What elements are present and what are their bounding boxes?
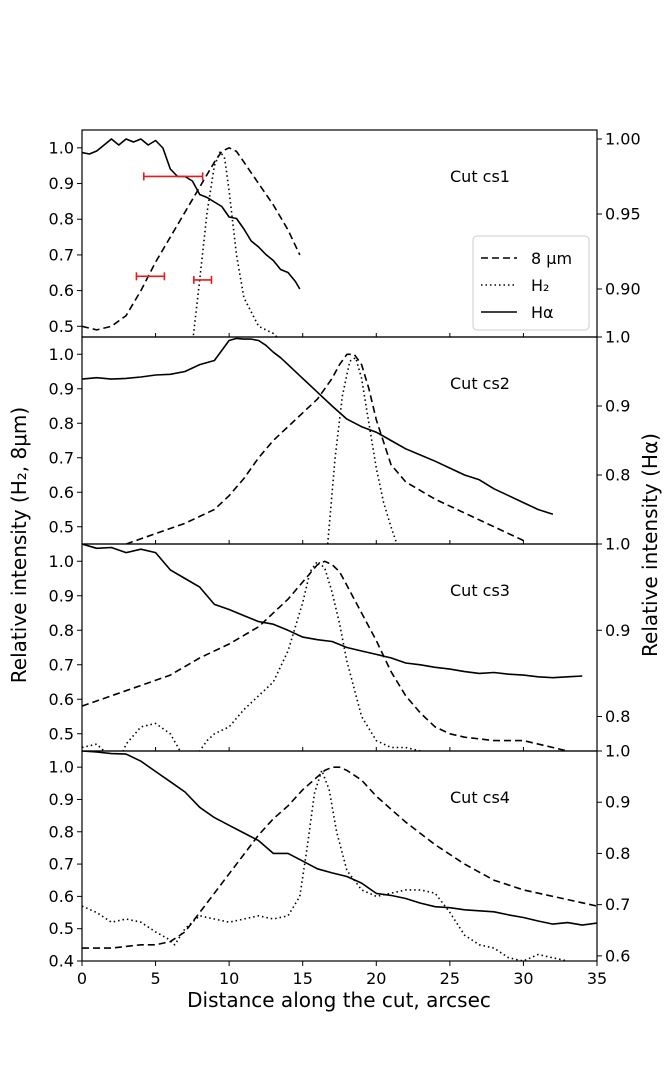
left-tick-label: 0.5 xyxy=(49,317,74,336)
left-tick-label: 0.9 xyxy=(49,586,74,605)
left-tick-label: 0.4 xyxy=(49,952,74,971)
left-tick-label: 0.5 xyxy=(49,919,74,938)
series-line-solid xyxy=(82,544,583,679)
left-tick-label: 1.0 xyxy=(49,345,74,364)
errorbar-3 xyxy=(193,275,213,284)
left-tick-label: 0.9 xyxy=(49,790,74,809)
right-tick-label: 0.9 xyxy=(605,397,630,416)
series-line-dashed xyxy=(82,560,572,751)
panel-label: Cut cs4 xyxy=(450,788,510,807)
panel-3: 0.5 0.6 0.7 0.8 0.9 1.0 0.8 0.9 1.0 Cut cs3 xyxy=(49,535,630,752)
panel-series-group xyxy=(82,544,583,751)
x-tick-label: 5 xyxy=(150,969,160,988)
x-tick-label: 30 xyxy=(513,969,533,988)
x-tick-label: 15 xyxy=(293,969,313,988)
panel-label: Cut cs2 xyxy=(450,374,510,393)
left-tick-label: 0.5 xyxy=(49,517,74,536)
left-tick-label: 1.0 xyxy=(49,758,74,777)
right-tick-label: 0.8 xyxy=(605,466,630,485)
panel-label: Cut cs3 xyxy=(450,581,510,600)
left-tick-label: 0.6 xyxy=(49,887,74,906)
legend-label: H₂ xyxy=(531,276,549,295)
series-line-solid xyxy=(82,138,301,290)
series-line-solid xyxy=(82,337,554,516)
x-axis-label: Distance along the cut, arcsec xyxy=(187,988,491,1012)
x-tick-label: 20 xyxy=(366,969,386,988)
left-tick-label: 0.6 xyxy=(49,483,74,502)
left-tick-label: 0.6 xyxy=(49,690,74,709)
left-tick-label: 0.8 xyxy=(49,822,74,841)
x-tick-label: 0 xyxy=(77,969,87,988)
left-tick-label: 0.7 xyxy=(49,245,74,264)
left-tick-label: 0.9 xyxy=(49,174,74,193)
right-tick-label: 0.9 xyxy=(605,621,630,640)
left-tick-label: 1.0 xyxy=(49,552,74,571)
right-tick-label: 0.9 xyxy=(605,793,630,812)
panel-series-group xyxy=(82,751,597,961)
left-y-axis-label: Relative intensity (H₂, 8μm) xyxy=(7,407,31,683)
panel-series-group xyxy=(82,337,554,544)
right-tick-label: 1.0 xyxy=(605,742,630,761)
legend-frame xyxy=(472,235,590,331)
right-y-axis-label: Relative intensity (Hα) xyxy=(638,433,662,657)
panel-series-group xyxy=(82,138,301,337)
right-tick-label: 1.0 xyxy=(605,328,630,347)
right-tick-label: 1.0 xyxy=(605,535,630,554)
left-tick-label: 1.0 xyxy=(49,138,74,157)
series-line-solid xyxy=(82,751,597,926)
left-tick-label: 0.6 xyxy=(49,281,74,300)
panel-frame xyxy=(81,336,598,545)
panel-2: 0.5 0.6 0.7 0.8 0.9 1.0 0.8 0.9 1.0 Cut cs2 xyxy=(49,328,630,545)
right-tick-label: 0.7 xyxy=(605,895,630,914)
series-line-dotted xyxy=(82,560,421,751)
series-line-dashed xyxy=(125,353,524,544)
left-tick-label: 0.9 xyxy=(49,379,74,398)
series-line-dotted xyxy=(192,150,279,337)
series-line-dashed xyxy=(82,147,301,331)
right-tick-label: 0.90 xyxy=(605,280,641,299)
left-tick-label: 0.5 xyxy=(49,724,74,743)
left-tick-label: 0.8 xyxy=(49,414,74,433)
right-tick-label: 0.95 xyxy=(605,205,641,224)
right-tick-label: 0.8 xyxy=(605,707,630,726)
errorbar-1 xyxy=(143,172,204,181)
left-tick-label: 0.7 xyxy=(49,655,74,674)
right-tick-label: 0.8 xyxy=(605,844,630,863)
x-tick-label: 25 xyxy=(440,969,460,988)
panel-frame xyxy=(81,750,598,962)
legend-label: 8 μm xyxy=(531,249,572,268)
x-tick-label: 10 xyxy=(219,969,239,988)
left-tick-label: 0.8 xyxy=(49,621,74,640)
x-tick-label: 35 xyxy=(587,969,607,988)
right-tick-label: 0.6 xyxy=(605,946,630,965)
left-tick-label: 0.8 xyxy=(49,210,74,229)
panel-label: Cut cs1 xyxy=(450,167,510,186)
right-tick-label: 1.00 xyxy=(605,130,641,149)
left-tick-label: 0.7 xyxy=(49,855,74,874)
series-line-dotted xyxy=(326,356,398,544)
legend: 8 μm H₂ Hα xyxy=(472,235,590,331)
series-line-dashed xyxy=(82,766,597,949)
errorbar-2 xyxy=(135,272,166,281)
legend-label: Hα xyxy=(531,303,554,322)
panel-4: 0.4 0.5 0.6 0.7 0.8 0.9 1.0 0.6 0.7 0.8 0.9 1.0 Cut … xyxy=(49,742,631,989)
panel-frame xyxy=(81,543,598,752)
left-tick-label: 0.7 xyxy=(49,448,74,467)
